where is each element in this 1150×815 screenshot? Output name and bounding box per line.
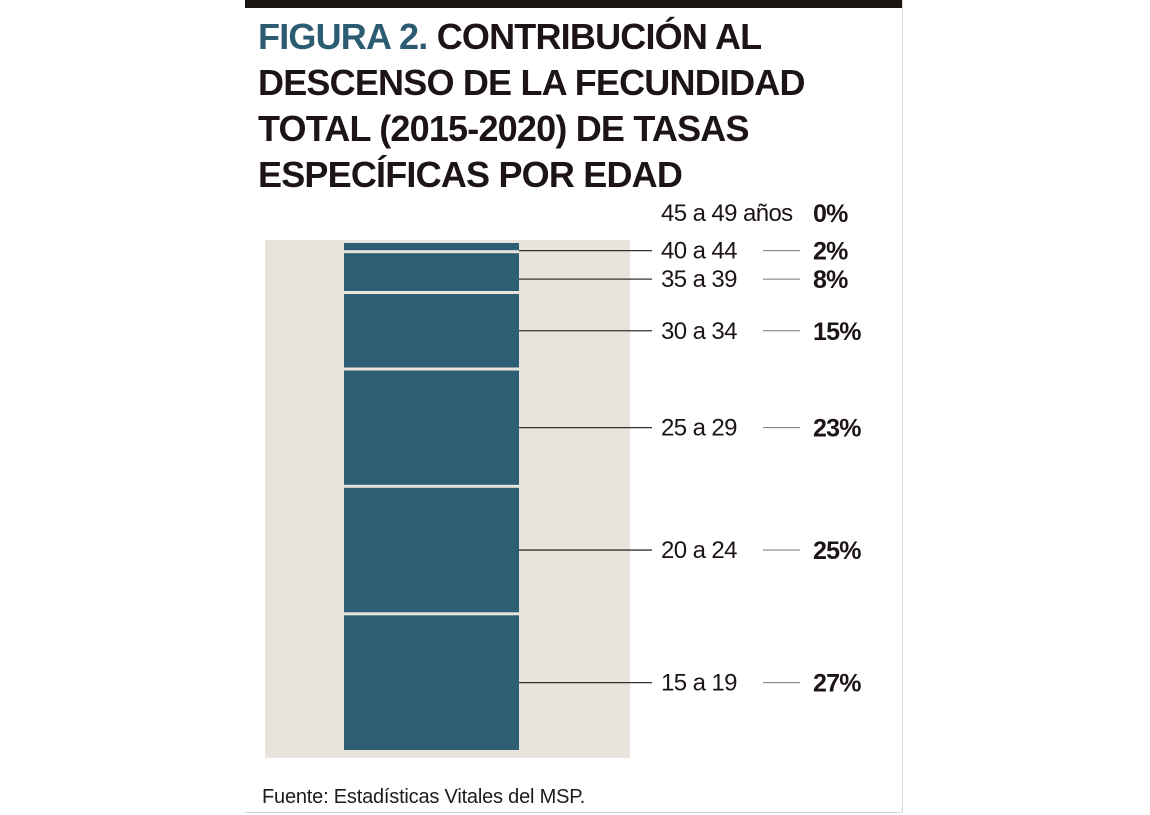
value-label: 15% xyxy=(813,318,861,346)
category-label: 15 a 19 xyxy=(661,670,737,697)
bar-segment xyxy=(344,243,519,251)
category-label: 45 a 49 años xyxy=(661,200,793,227)
value-label: 2% xyxy=(813,238,848,266)
source-note: Fuente: Estadísticas Vitales del MSP. xyxy=(262,786,586,808)
chart-title: FIGURA 2. CONTRIBUCIÓN AL DESCENSO DE LA… xyxy=(258,14,888,198)
value-label: 27% xyxy=(813,670,861,698)
chart-marks: 15 a 19 27% 20 a 24 25% 25 a 29 23% 30 a 34 15%… xyxy=(344,200,862,750)
value-label: 23% xyxy=(813,415,861,443)
figure-label: FIGURA 2. xyxy=(258,16,428,57)
category-label: 35 a 39 xyxy=(661,266,737,293)
value-label: 0% xyxy=(813,200,848,228)
bar-segment xyxy=(344,253,519,291)
figure-panel xyxy=(245,0,903,813)
bar-segment xyxy=(344,294,519,368)
category-label: 40 a 44 xyxy=(661,238,737,265)
title-text: CONTRIBUCIÓN AL DESCENSO DE LA FECUNDIDA… xyxy=(258,16,806,195)
bar-segment xyxy=(344,370,519,485)
bar-segment xyxy=(344,487,519,613)
category-label: 30 a 34 xyxy=(661,318,737,345)
top-rule xyxy=(245,0,903,8)
value-label: 8% xyxy=(813,266,848,294)
bar-segment xyxy=(344,615,519,750)
value-label: 25% xyxy=(813,537,861,565)
category-label: 20 a 24 xyxy=(661,537,737,564)
category-label: 25 a 29 xyxy=(661,415,737,442)
